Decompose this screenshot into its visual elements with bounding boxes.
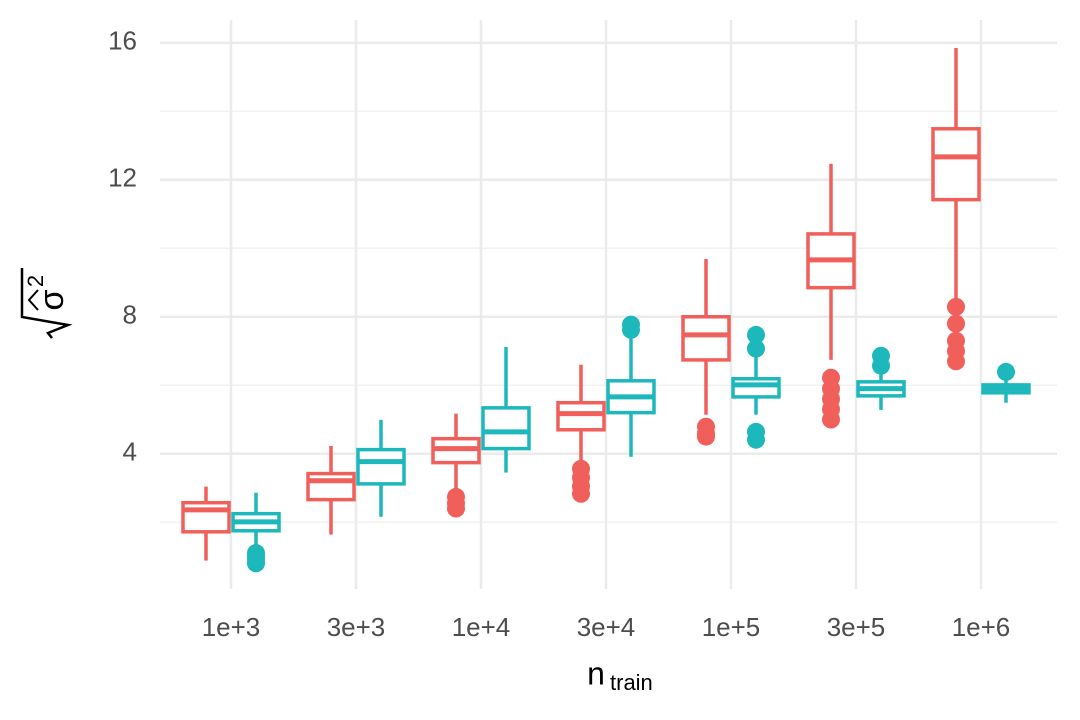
grid: [160, 20, 1057, 589]
outlier: [947, 314, 965, 333]
y-title-base: σ: [33, 289, 71, 310]
sqrt-sign: [20, 268, 73, 339]
outlier: [747, 325, 765, 344]
box-group: [356, 419, 406, 517]
x-tick-label: 1e+3: [202, 612, 261, 642]
box-group: [306, 445, 356, 535]
y-tick-label: 16: [108, 26, 137, 56]
box: [931, 127, 981, 202]
outlier: [572, 484, 590, 503]
x-tick-label: 1e+5: [702, 612, 761, 642]
y-tick-label: 12: [108, 163, 137, 193]
x-tick-label: 3e+3: [327, 612, 386, 642]
outlier: [747, 430, 765, 449]
box: [481, 406, 531, 451]
box: [181, 500, 231, 534]
y-axis-title: σ 2: [20, 268, 73, 339]
box-group: [981, 362, 1031, 403]
box-group: [431, 413, 481, 518]
x-title-base: n: [587, 655, 605, 691]
outlier: [997, 362, 1015, 381]
marks: [181, 47, 1031, 573]
outlier: [872, 356, 890, 375]
box-group: [856, 346, 906, 410]
x-tick-label: 1e+4: [452, 612, 511, 642]
outlier: [947, 352, 965, 371]
box-group: [806, 163, 856, 429]
box: [356, 447, 406, 486]
outlier: [747, 339, 765, 358]
box: [306, 471, 356, 502]
x-axis-title: n train: [587, 655, 653, 694]
x-tick-label: 3e+4: [577, 612, 636, 642]
box-group: [606, 315, 656, 457]
outlier: [697, 427, 715, 446]
box: [731, 377, 781, 399]
x-tick-label: 3e+5: [827, 612, 886, 642]
outlier: [247, 554, 265, 573]
y-title-superscript: 2: [23, 275, 48, 287]
outlier: [622, 320, 640, 339]
box-group: [731, 325, 781, 449]
box-group: [231, 492, 281, 573]
outlier: [822, 410, 840, 429]
box: [681, 315, 731, 362]
outlier: [947, 297, 965, 316]
x-title-subscript: train: [610, 670, 653, 695]
box-group: [481, 346, 531, 473]
box-group: [681, 258, 731, 446]
hat: [27, 289, 39, 311]
box-group: [181, 486, 231, 561]
box-group: [556, 364, 606, 503]
y-tick-label: 8: [123, 300, 137, 330]
outlier: [447, 499, 465, 518]
box-group: [931, 47, 981, 371]
box: [556, 400, 606, 432]
x-tick-label: 1e+6: [952, 612, 1011, 642]
y-tick-label: 4: [123, 437, 137, 467]
